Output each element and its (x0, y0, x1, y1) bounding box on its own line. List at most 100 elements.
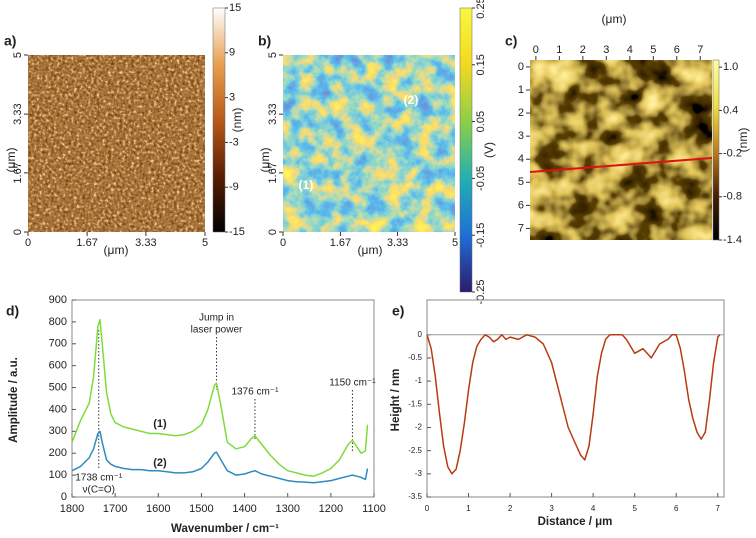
colorbar-tick-label: 0.15 (475, 54, 487, 75)
y-axis-label: Amplitude / a.u. (8, 357, 20, 443)
annotation: 1376 cm⁻¹ (231, 387, 279, 398)
colorbar-tick-label: -0.15 (475, 223, 487, 248)
annotation: (2) (404, 93, 419, 107)
y-tick-label: 5 (12, 52, 24, 58)
y-tick-label: 2 (518, 107, 524, 119)
panel-label: b) (258, 33, 271, 49)
colorbar-tick-label: -15 (229, 226, 245, 238)
y-tick-label: 0 (418, 330, 423, 339)
panel-label: e) (392, 303, 404, 319)
colorbar-tick-label: 0.4 (723, 104, 738, 116)
annotation: 1738 cm⁻¹ (75, 473, 123, 484)
x-tick-label: 1800 (60, 503, 84, 515)
y-tick-label: 0 (61, 491, 67, 503)
y-tick-label: 0 (12, 229, 24, 235)
y-tick-label: 0 (267, 229, 279, 235)
y-axis-label: (μm) (258, 148, 272, 173)
x-axis-label: (μm) (602, 12, 627, 26)
annotation: 1150 cm⁻¹ (329, 378, 376, 389)
y-tick-label: 1.67 (267, 162, 279, 183)
y-tick-label: 7 (518, 222, 524, 234)
x-tick-label: 3 (549, 504, 554, 513)
x-tick-label: 1600 (146, 503, 170, 515)
x-axis-label: Distance / μm (538, 516, 613, 528)
series-line (426, 334, 721, 475)
y-tick-label: 800 (49, 316, 67, 328)
series-line (71, 318, 369, 477)
y-tick-label: -2 (415, 423, 423, 432)
x-axis-label: Wavenumber / cm⁻¹ (171, 523, 279, 535)
y-tick-label: 3.33 (12, 103, 24, 124)
x-tick-label: 1 (556, 44, 562, 56)
colorbar-label: (nm) (230, 108, 244, 133)
y-tick-label: 1.67 (12, 162, 24, 183)
y-tick-label: 1 (518, 84, 524, 96)
y-tick-label: -0.5 (408, 353, 422, 362)
colorbar-tick-label: -0.25 (475, 279, 487, 304)
x-tick-label: 5 (632, 504, 637, 513)
x-tick-label: 1 (466, 504, 471, 513)
y-tick-label: 900 (49, 294, 67, 306)
x-tick-label: 0 (533, 44, 539, 56)
y-tick-label: 500 (49, 381, 67, 393)
colorbar-tick-label: -1.4 (723, 234, 742, 246)
y-axis-label: Height / nm (390, 369, 402, 432)
y-axis-label: (μm) (4, 148, 18, 173)
x-axis-label: (μm) (104, 243, 129, 257)
colorbar-tick-label: -0.2 (723, 148, 742, 160)
x-tick-label: 1.67 (330, 237, 351, 249)
panel-label: c) (505, 33, 517, 49)
y-tick-label: 0 (518, 61, 524, 73)
x-tick-label: 1300 (275, 503, 299, 515)
y-tick-label: 700 (49, 338, 67, 350)
x-tick-label: 1500 (189, 503, 213, 515)
colorbar-tick-label: 0.25 (475, 0, 487, 19)
x-tick-label: 5 (452, 237, 458, 249)
x-tick-label: 3.33 (135, 237, 156, 249)
colorbar-label: (nm) (736, 128, 750, 153)
colorbar-tick-label: 0.05 (475, 111, 487, 132)
y-tick-label: -2.5 (408, 446, 422, 455)
y-tick-label: -1.5 (408, 399, 422, 408)
y-tick-label: -3.5 (408, 492, 422, 501)
series-line (71, 430, 369, 484)
colorbar-tick-label: 3 (229, 92, 235, 104)
y-tick-label: 200 (49, 447, 67, 459)
plot-frame (71, 299, 375, 498)
panel-label: a) (4, 33, 16, 49)
series-label: (1) (153, 418, 167, 430)
x-tick-label: 6 (674, 504, 679, 513)
x-tick-label: 7 (697, 44, 703, 56)
afm-image (28, 55, 205, 232)
x-tick-label: 1400 (232, 503, 256, 515)
y-tick-label: 3 (518, 130, 524, 142)
x-tick-label: 1100 (362, 503, 386, 515)
y-tick-label: -1 (415, 376, 423, 385)
x-tick-label: 6 (674, 44, 680, 56)
profile-line (529, 157, 713, 173)
y-tick-label: 600 (49, 360, 67, 372)
x-tick-label: 7 (716, 504, 721, 513)
y-tick-label: 400 (49, 403, 67, 415)
colorbar (459, 7, 473, 293)
y-tick-label: 3.33 (267, 103, 279, 124)
y-tick-label: 6 (518, 199, 524, 211)
colorbar-tick-label: 15 (229, 2, 241, 14)
x-tick-label: 0 (280, 237, 286, 249)
y-tick-label: 5 (518, 176, 524, 188)
y-tick-label: 4 (518, 153, 524, 165)
annotation: Jump in (199, 313, 234, 324)
annotation: (1) (299, 178, 314, 192)
x-axis-label: (μm) (358, 243, 383, 257)
colorbar (712, 59, 720, 241)
x-tick-label: 5 (650, 44, 656, 56)
colorbar (212, 7, 226, 233)
afm-image (530, 60, 712, 240)
x-tick-label: 4 (627, 44, 633, 56)
x-tick-label: 1200 (319, 503, 343, 515)
series-label: (2) (153, 457, 167, 469)
colorbar-tick-label: -3 (229, 136, 239, 148)
y-tick-label: 100 (49, 469, 67, 481)
x-tick-label: 1700 (103, 503, 127, 515)
